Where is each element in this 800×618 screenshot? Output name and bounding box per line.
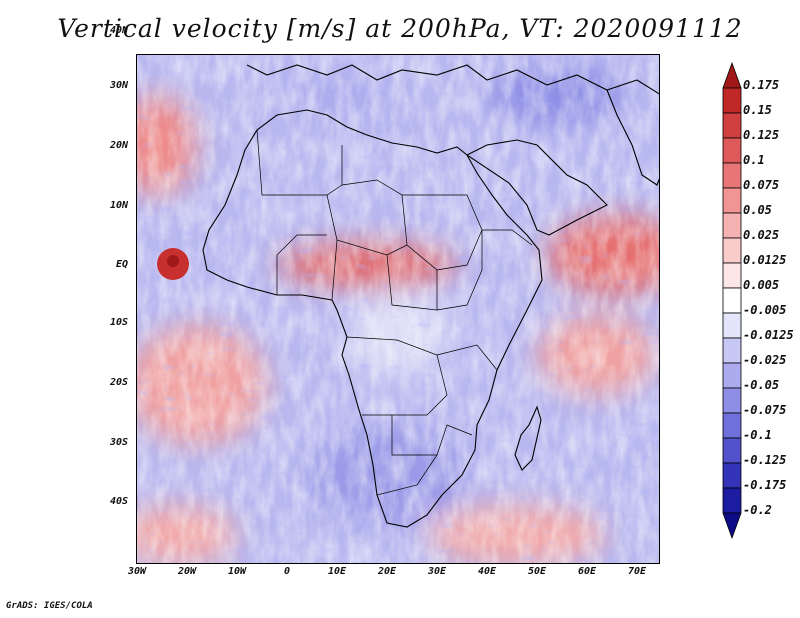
colorbar-label: -0.05 [743, 378, 780, 392]
lat-label-10s: 10S [109, 317, 128, 328]
lon-label-20w: 20W [177, 566, 197, 577]
map-plot-area [136, 54, 660, 564]
lat-label-30s: 30S [109, 437, 128, 448]
country-borders [256, 129, 533, 496]
velocity-field-map [137, 55, 659, 563]
colorbar-swatch [722, 362, 742, 389]
colorbar-label: 0.1 [743, 153, 765, 167]
lat-label-20s: 20S [109, 377, 128, 388]
colorbar-label: 0.025 [743, 228, 780, 242]
colorbar-swatch [722, 162, 742, 189]
colorbar-swatch [722, 262, 742, 289]
colorbar-label: -0.2 [743, 503, 772, 517]
coastline [202, 64, 659, 528]
colorbar-swatch [722, 462, 742, 489]
lat-label-40s: 40S [109, 496, 128, 507]
colorbar-label: -0.0125 [743, 328, 794, 342]
colorbar-label: 0.15 [743, 103, 772, 117]
colorbar-label: -0.125 [743, 453, 787, 467]
lon-label-40e: 40E [477, 566, 497, 577]
colorbar-swatch [722, 312, 742, 339]
colorbar-label: -0.075 [743, 403, 787, 417]
colorbar-label: -0.005 [743, 303, 787, 317]
colorbar-label: 0.075 [743, 178, 780, 192]
colorbar-swatch [722, 137, 742, 164]
colorbar-swatch [722, 412, 742, 439]
colorbar-swatch [722, 237, 742, 264]
lon-label-70e: 70E [627, 566, 647, 577]
lon-label-0: 0 [283, 566, 291, 577]
lat-label-10n: 10N [109, 200, 128, 211]
lat-label-40n: 40N [109, 25, 128, 36]
colorbar-label: 0.175 [743, 78, 780, 92]
grads-credit: GrADS: IGES/COLA [6, 601, 93, 611]
colorbar-swatches [722, 61, 742, 540]
map-title: Vertical velocity [m/s] at 200hPa, VT: 2… [57, 14, 743, 43]
lat-label-eq: EQ [115, 259, 128, 270]
lon-label-20e: 20E [377, 566, 397, 577]
colorbar-swatch [722, 212, 742, 239]
colorbar-label: 0.0125 [743, 253, 787, 267]
colorbar-label: 0.125 [743, 128, 780, 142]
colorbar-label: 0.05 [743, 203, 772, 217]
colorbar-swatch [722, 287, 742, 314]
colorbar-swatch [722, 512, 742, 540]
lon-label-60e: 60E [577, 566, 597, 577]
colorbar-swatch [722, 187, 742, 214]
colorbar-label: 0.005 [743, 278, 780, 292]
lon-label-10w: 10W [227, 566, 247, 577]
colorbar-label: -0.025 [743, 353, 787, 367]
lon-label-30w: 30W [127, 566, 147, 577]
colorbar-label: -0.1 [743, 428, 772, 442]
colorbar-swatch [722, 87, 742, 114]
colorbar-swatch [722, 387, 742, 414]
lon-label-30e: 30E [427, 566, 447, 577]
colorbar [722, 61, 742, 540]
colorbar-swatch [722, 437, 742, 464]
colorbar-swatch [722, 337, 742, 364]
colorbar-swatch [722, 487, 742, 514]
lat-label-30n: 30N [109, 80, 128, 91]
colorbar-label: -0.175 [743, 478, 787, 492]
lon-label-50e: 50E [527, 566, 547, 577]
lat-label-20n: 20N [109, 140, 128, 151]
lon-label-10e: 10E [327, 566, 347, 577]
colorbar-swatch [722, 61, 742, 89]
colorbar-swatch [722, 112, 742, 139]
